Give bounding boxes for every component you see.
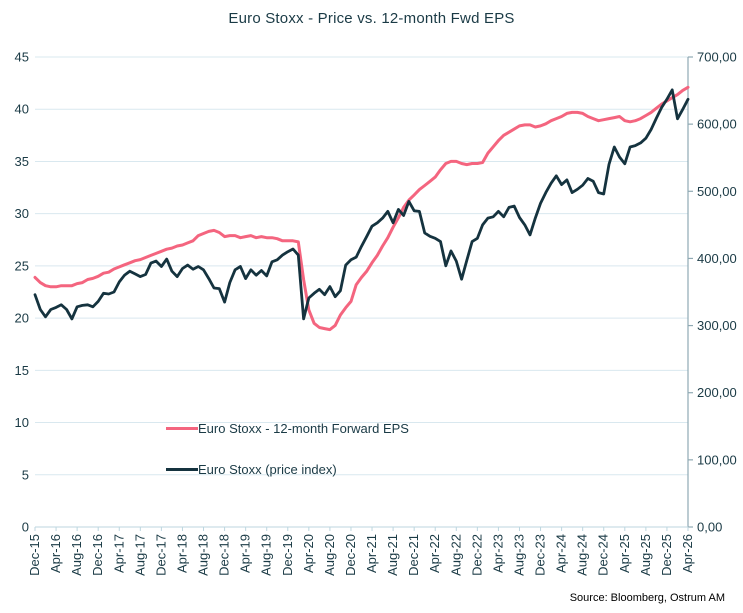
left-axis-tick-label: 0 [22, 520, 29, 535]
x-axis-tick-label: Apr-20 [301, 534, 316, 573]
right-axis-tick-label: 600,00 [697, 117, 737, 132]
x-axis-tick-label: Apr-16 [48, 534, 63, 573]
x-axis-tick-label: Dec-15 [27, 534, 42, 576]
x-axis-tick-label: Dec-22 [469, 534, 484, 576]
x-axis-tick-label: Dec-23 [533, 534, 548, 576]
source-note: Source: Bloomberg, Ostrum AM [569, 592, 725, 604]
x-axis-tick-label: Apr-18 [174, 534, 189, 573]
right-axis-tick-label: 400,00 [697, 251, 737, 266]
left-axis-tick-label: 30 [15, 206, 29, 221]
x-axis-tick-label: Apr-26 [680, 534, 695, 573]
x-axis-tick-label: Aug-24 [575, 534, 590, 576]
x-axis-tick-label: Aug-22 [448, 534, 463, 576]
x-axis-tick-label: Aug-16 [69, 534, 84, 576]
x-axis-tick-label: Dec-20 [343, 534, 358, 576]
x-axis-tick-label: Dec-21 [406, 534, 421, 576]
chart-title: Euro Stoxx - Price vs. 12-month Fwd EPS [228, 10, 515, 27]
legend-item-price: Euro Stoxx (price index) [166, 461, 409, 477]
price-line-series [33, 88, 690, 321]
left-axis-tick-label: 15 [15, 363, 29, 378]
left-axis-tick-label: 25 [15, 258, 29, 273]
legend-label-price: Euro Stoxx (price index) [198, 461, 337, 477]
right-axis-tick-label: 200,00 [697, 385, 737, 400]
x-axis-tick-label: Dec-25 [659, 534, 674, 576]
price-line-swatch [166, 467, 198, 471]
right-axis-tick-label: 700,00 [697, 50, 737, 65]
left-axis-tick-label: 20 [15, 311, 29, 326]
x-axis-tick-label: Aug-25 [638, 534, 653, 576]
x-axis-tick-label: Aug-21 [385, 534, 400, 576]
x-axis-tick-label: Aug-18 [196, 534, 211, 576]
x-axis-tick-label: Apr-19 [238, 534, 253, 573]
left-axis-tick-label: 40 [15, 102, 29, 117]
right-axis-tick-label: 0,00 [697, 520, 722, 535]
left-axis-tick-label: 45 [15, 50, 29, 65]
x-axis-tick-label: Aug-20 [322, 534, 337, 576]
x-axis-tick-label: Dec-19 [280, 534, 295, 576]
legend-label-eps: Euro Stoxx - 12-month Forward EPS [198, 420, 409, 436]
x-axis-tick-label: Aug-23 [511, 534, 526, 576]
x-axis-tick-label: Aug-19 [259, 534, 274, 576]
legend-item-eps: Euro Stoxx - 12-month Forward EPS [166, 420, 409, 436]
x-axis-tick-label: Dec-24 [596, 534, 611, 576]
x-axis-tick-label: Apr-21 [364, 534, 379, 573]
left-axis-tick-label: 10 [15, 415, 29, 430]
eps-line-swatch [166, 426, 198, 430]
right-axis-tick-label: 500,00 [697, 184, 737, 199]
legend: Euro Stoxx - 12-month Forward EPS Euro S… [166, 420, 409, 477]
left-axis-tick-label: 5 [22, 467, 29, 482]
x-axis-tick-label: Apr-24 [554, 534, 569, 573]
x-axis-tick-label: Apr-22 [427, 534, 442, 573]
x-axis-tick-label: Dec-17 [153, 534, 168, 576]
x-axis-tick-label: Aug-17 [132, 534, 147, 576]
right-axis-tick-label: 100,00 [697, 452, 737, 467]
eps-line-series [33, 85, 690, 332]
x-axis-tick-label: Apr-23 [490, 534, 505, 573]
right-axis-tick-label: 300,00 [697, 318, 737, 333]
x-axis-tick-label: Dec-18 [217, 534, 232, 576]
x-axis-tick-label: Apr-17 [111, 534, 126, 573]
x-axis-tick-label: Apr-25 [617, 534, 632, 573]
x-axis-tick-label: Dec-16 [90, 534, 105, 576]
left-axis-tick-label: 35 [15, 154, 29, 169]
